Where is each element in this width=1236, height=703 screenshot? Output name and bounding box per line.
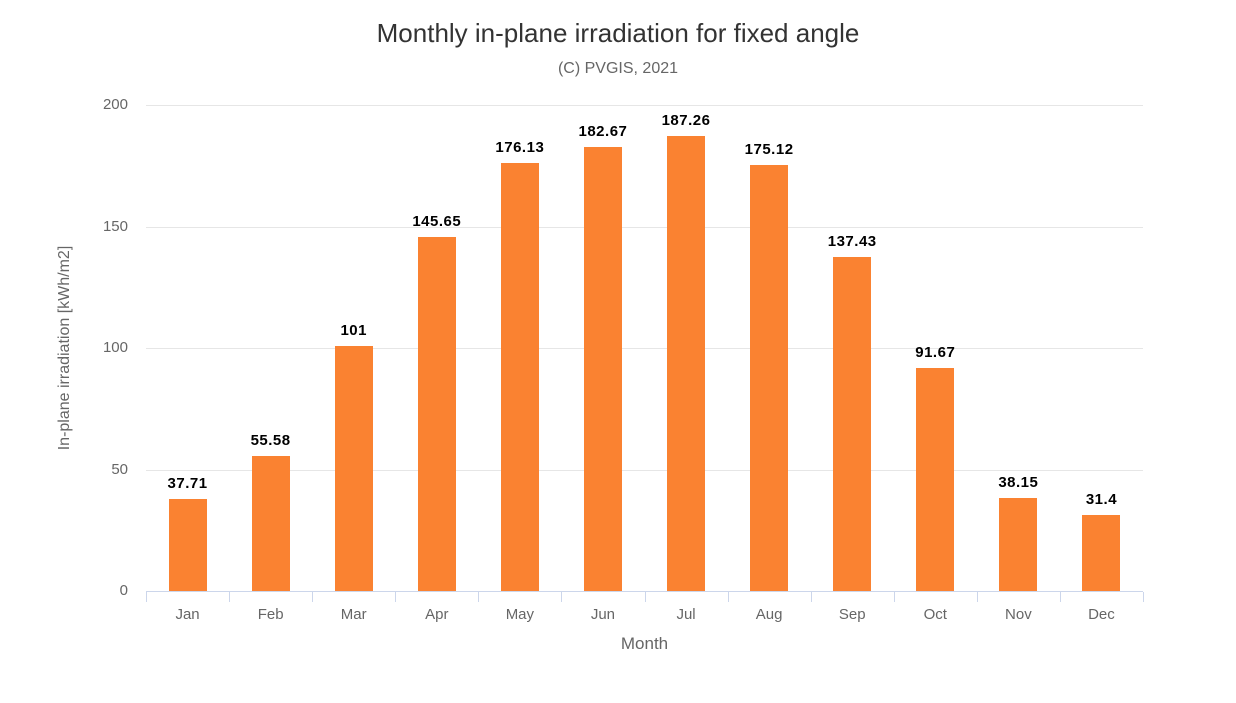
bar-may[interactable] — [500, 163, 539, 591]
x-axis-tick — [811, 592, 812, 602]
x-axis-tick — [977, 592, 978, 602]
bar-value-label-may: 176.13 — [495, 139, 545, 156]
x-tick-label-jun: Jun — [590, 606, 616, 623]
x-tick-label-oct: Oct — [923, 606, 947, 623]
bar-dec[interactable] — [1082, 514, 1121, 591]
x-axis-tick — [478, 592, 479, 602]
gridline-50 — [146, 469, 1143, 471]
x-tick-label-sep: Sep — [838, 606, 866, 623]
bar-jun[interactable] — [583, 147, 622, 591]
x-axis-tick — [312, 592, 313, 602]
y-tick-label-50: 50 — [111, 460, 128, 478]
gridline-200 — [146, 105, 1143, 106]
bar-value-label-jan: 37.71 — [167, 475, 208, 493]
chart-subtitle: (C) PVGIS, 2021 — [557, 60, 679, 77]
y-tick-label-100: 100 — [102, 339, 128, 356]
bar-oct[interactable] — [916, 368, 955, 591]
bar-value-label-apr: 145.65 — [412, 213, 462, 231]
bar-mar[interactable] — [334, 345, 373, 591]
x-tick-label-nov: Nov — [1005, 606, 1032, 623]
y-tick-label-200: 200 — [102, 96, 128, 113]
x-tick-label-aug: Aug — [755, 606, 783, 623]
x-tick-label-dec: Dec — [1088, 606, 1115, 623]
bar-value-label-jul: 187.26 — [661, 111, 711, 129]
bar-value-label-jun: 182.67 — [578, 123, 628, 141]
x-axis-tick — [561, 592, 562, 602]
x-axis-tick — [1060, 592, 1061, 602]
bar-jul[interactable] — [667, 135, 706, 591]
bar-nov[interactable] — [999, 498, 1038, 591]
bar-feb[interactable] — [251, 455, 290, 591]
bar-jan[interactable] — [168, 499, 207, 591]
bar-sep[interactable] — [833, 257, 872, 591]
x-axis-tick — [395, 592, 396, 602]
plot-area: 37.71 Jan 55.58 Feb 101 Mar 145.65 Apr 176.13 May… — [146, 105, 1144, 623]
gridline-100 — [146, 348, 1143, 349]
bar-value-label-sep: 137.43 — [827, 233, 877, 251]
bar-value-label-feb: 55.58 — [250, 431, 291, 449]
x-tick-label-feb: Feb — [257, 606, 284, 623]
x-axis-tick — [1143, 592, 1144, 602]
x-tick-label-mar: Mar — [340, 606, 367, 623]
x-tick-label-apr: Apr — [425, 606, 449, 623]
bar-value-label-oct: 91.67 — [915, 344, 956, 362]
bar-value-label-mar: 101 — [340, 321, 367, 339]
x-axis-tick — [146, 592, 147, 602]
bar-value-label-nov: 38.15 — [998, 474, 1039, 492]
y-tick-label-150: 150 — [102, 217, 128, 235]
x-axis-title: Month — [620, 634, 669, 653]
x-axis-tick — [728, 592, 729, 602]
x-axis-line — [146, 591, 1143, 592]
bar-value-label-dec: 31.4 — [1085, 490, 1118, 508]
x-tick-label-jan: Jan — [175, 606, 200, 623]
bar-aug[interactable] — [750, 165, 789, 591]
bar-value-label-aug: 175.12 — [744, 141, 794, 159]
x-tick-label-may: May — [505, 606, 535, 623]
x-axis-tick — [645, 592, 646, 602]
gridline-150 — [146, 226, 1143, 228]
chart-title: Monthly in-plane irradiation for fixed a… — [376, 18, 860, 48]
x-axis-tick — [229, 592, 230, 602]
x-axis-tick — [894, 592, 895, 602]
x-tick-label-jul: Jul — [676, 606, 696, 623]
bar-apr[interactable] — [417, 237, 456, 591]
y-tick-label-0: 0 — [119, 582, 128, 599]
